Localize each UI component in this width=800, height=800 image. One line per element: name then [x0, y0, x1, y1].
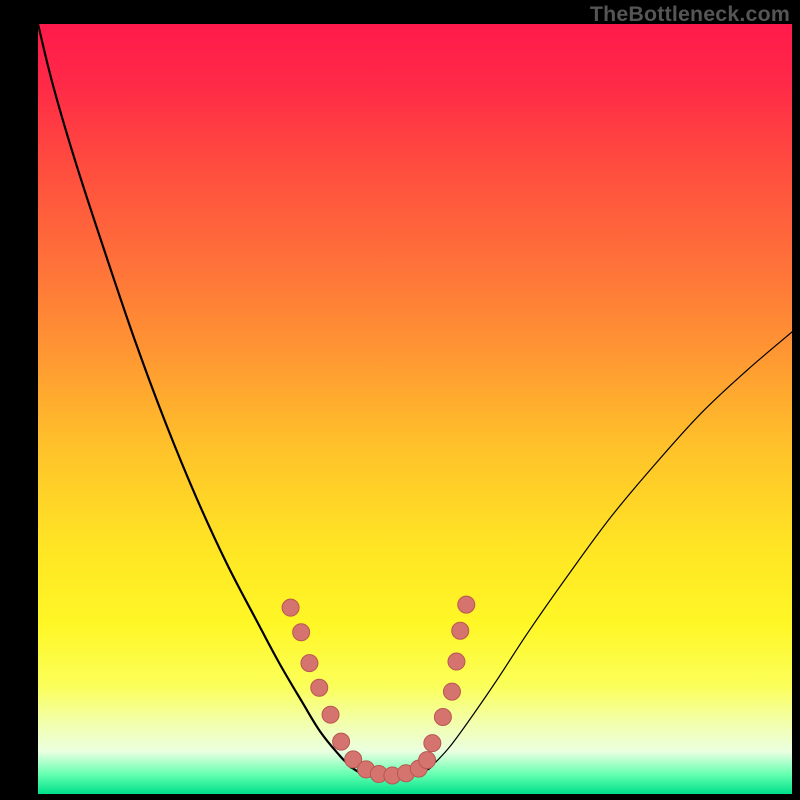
- bottleneck-curve-chart: [38, 24, 792, 794]
- data-marker: [322, 706, 339, 723]
- data-marker: [333, 733, 350, 750]
- data-marker: [301, 655, 318, 672]
- data-marker: [419, 752, 436, 769]
- data-marker: [293, 624, 310, 641]
- watermark-text: TheBottleneck.com: [590, 2, 790, 27]
- gradient-background: [38, 24, 792, 794]
- data-marker: [443, 683, 460, 700]
- data-marker: [452, 622, 469, 639]
- data-marker: [458, 596, 475, 613]
- data-marker: [424, 735, 441, 752]
- data-marker: [448, 653, 465, 670]
- plot-area: [38, 24, 792, 794]
- data-marker: [311, 679, 328, 696]
- data-marker: [434, 709, 451, 726]
- data-marker: [282, 599, 299, 616]
